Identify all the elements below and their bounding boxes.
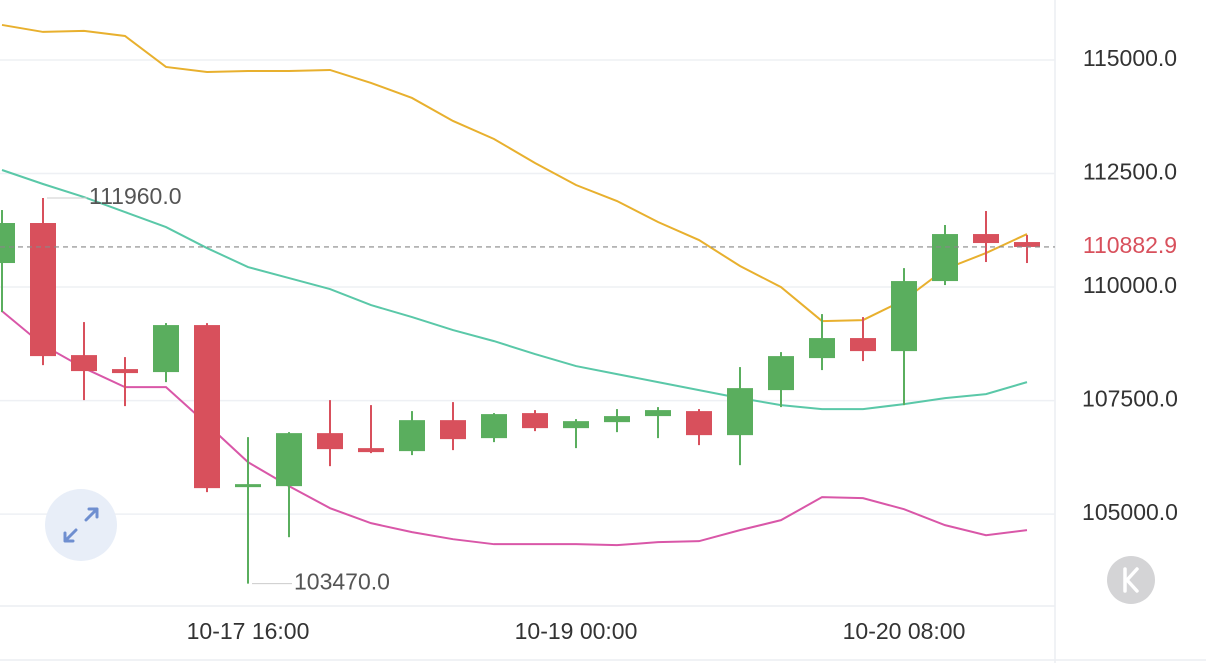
- candle-body: [768, 356, 794, 391]
- candle-body: [276, 433, 302, 487]
- candle-body: [891, 281, 917, 352]
- candle-body: [522, 413, 548, 429]
- candle-body: [604, 416, 630, 423]
- candle-body: [399, 420, 425, 452]
- y-tick-label: 105000.0: [1082, 499, 1178, 525]
- band-line: [1, 310, 1028, 547]
- candle-body: [850, 338, 876, 352]
- band-line: [1, 23, 1028, 323]
- y-tick-label: 107500.0: [1082, 386, 1178, 412]
- candle-body: [481, 414, 507, 439]
- candle-body: [194, 325, 220, 489]
- candle-body: [727, 388, 753, 436]
- candle-body: [563, 421, 589, 429]
- expand-icon: [63, 507, 99, 543]
- candle-body: [30, 223, 56, 357]
- expand-button-bg: [45, 489, 117, 561]
- band-line: [1, 169, 1028, 411]
- candle-body: [112, 369, 138, 374]
- candle-body: [358, 448, 384, 453]
- candle-body: [932, 234, 958, 282]
- candle-body: [440, 420, 466, 440]
- candle-body: [1014, 242, 1040, 247]
- collapse-button[interactable]: [1107, 556, 1155, 604]
- collapse-button-bg: [1107, 556, 1155, 604]
- candle-body: [809, 338, 835, 359]
- y-tick-label: 115000.0: [1083, 45, 1177, 71]
- high-annotation: 111960.0: [89, 183, 182, 209]
- candle-body: [0, 223, 15, 264]
- candle-body: [645, 410, 671, 417]
- candle-body: [317, 433, 343, 450]
- candle-body: [973, 234, 999, 244]
- low-annotation: 103470.0: [294, 569, 390, 595]
- x-tick-label: 10-17 16:00: [187, 618, 310, 644]
- candle-body: [686, 411, 712, 436]
- candle-body: [235, 484, 261, 488]
- collapse-icon: [1123, 567, 1139, 593]
- candle-body: [71, 355, 97, 372]
- last-price-label: 110882.9: [1083, 232, 1177, 258]
- x-tick-label: 10-20 08:00: [843, 618, 966, 644]
- x-tick-label: 10-19 00:00: [515, 618, 638, 644]
- y-tick-label: 112500.0: [1083, 159, 1177, 185]
- y-tick-label: 110000.0: [1083, 272, 1177, 298]
- expand-button[interactable]: [45, 489, 117, 561]
- candle-body: [153, 325, 179, 373]
